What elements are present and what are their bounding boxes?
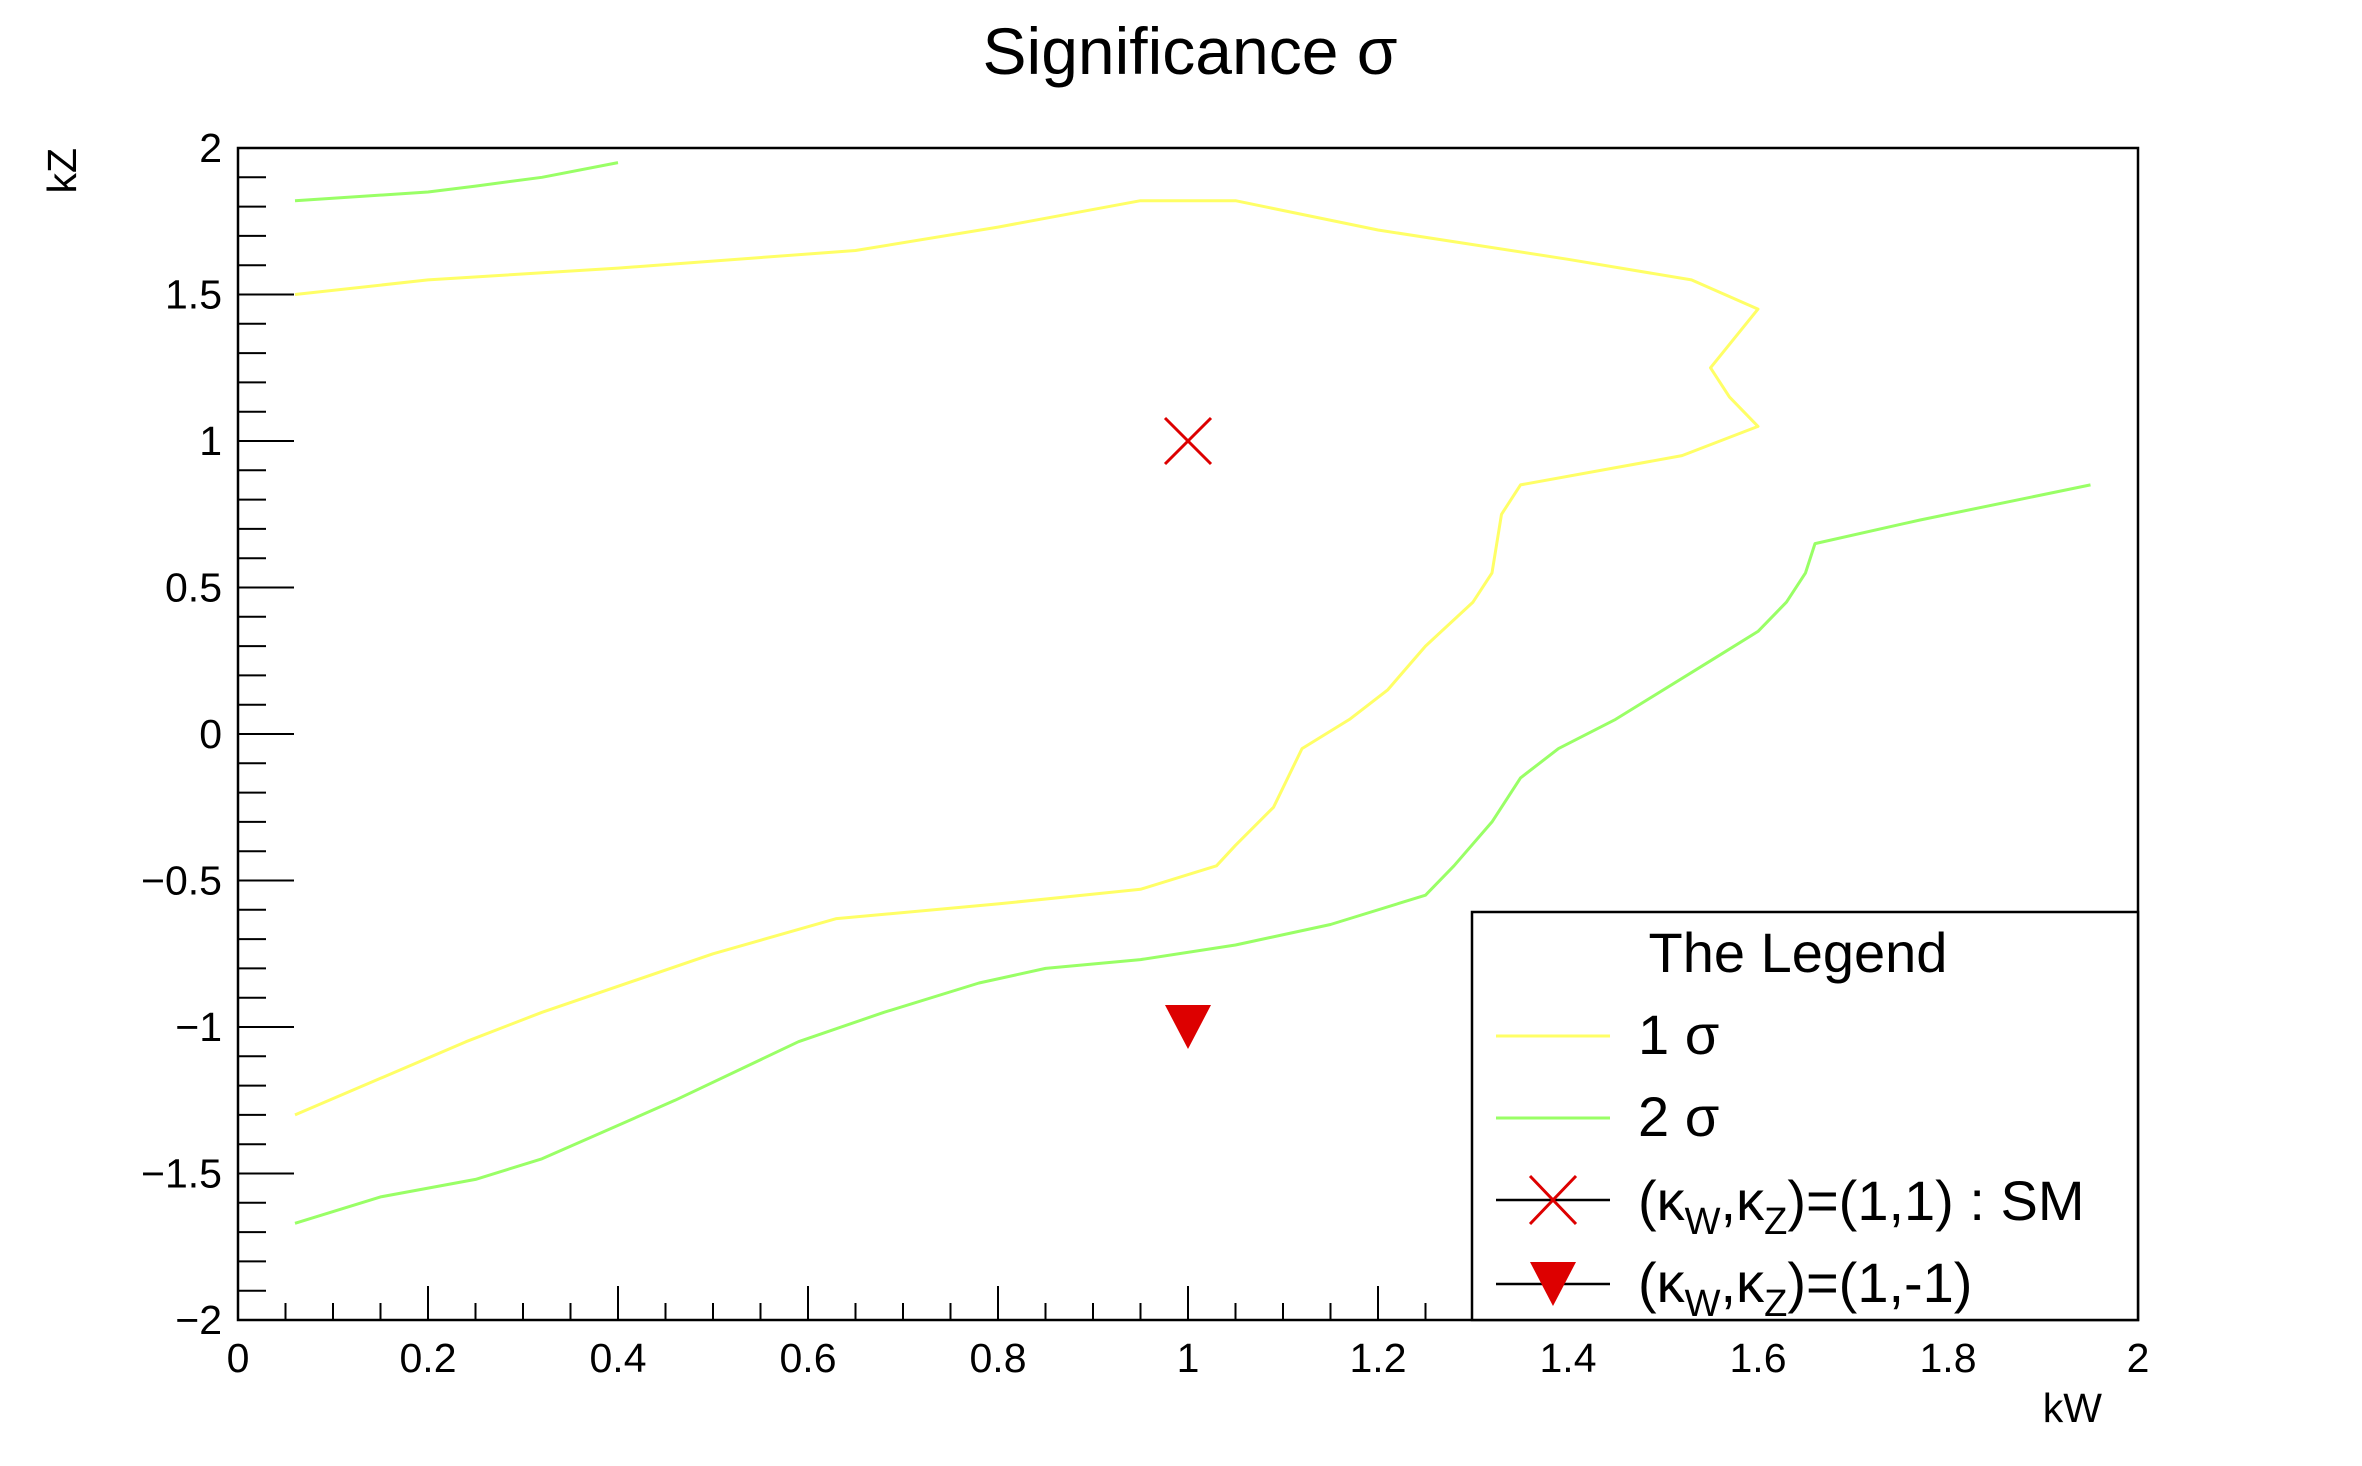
legend-swatch-alt (1496, 1262, 1610, 1306)
y-tick-label: 0.5 (165, 565, 222, 611)
marker-sm-point (1163, 416, 1213, 466)
chart-title: Significance σ (983, 14, 1398, 88)
legend-box (1470, 910, 2140, 1322)
series-1-line-1 (294, 483, 2091, 1225)
legend-label-sm: (κW,κZ)=(1,1) : SM (1638, 1169, 2084, 1243)
x-axis-label: kW (2043, 1385, 2103, 1431)
legend-label-1sigma: 1 σ (1638, 1003, 1719, 1066)
x-tick-label: 1 (1177, 1335, 1200, 1381)
legend: The Legend 1 σ 2 σ (κW,κZ)=(1,1) : SM (κ… (1470, 910, 2140, 1325)
y-axis: −2 −1.5 −1 −0.5 0 0.5 1 1.5 2 (141, 125, 294, 1343)
chart-title-text: Significance σ (983, 14, 1398, 88)
y-tick-label: 0 (199, 711, 222, 757)
x-tick-label: 0.2 (400, 1335, 457, 1381)
y-tick-label: −1 (175, 1004, 222, 1050)
y-tick-label: −1.5 (141, 1151, 222, 1197)
x-tick-label: 1.4 (1540, 1335, 1597, 1381)
series-0-line-0 (294, 199, 1760, 1117)
y-axis-label: kZ (39, 148, 85, 194)
x-tick-label: 1.6 (1730, 1335, 1787, 1381)
y-tick-label: −2 (175, 1297, 222, 1343)
x-tick-label: 0.6 (780, 1335, 837, 1381)
marker-alt-point (1165, 1005, 1211, 1049)
marker-layer (1163, 416, 1213, 1049)
x-tick-label: 0 (227, 1335, 250, 1381)
y-tick-label: 1 (199, 418, 222, 464)
y-tick-label: 1.5 (165, 272, 222, 318)
series-1-line-0 (294, 161, 619, 203)
y-tick-label: −0.5 (141, 858, 222, 904)
x-tick-label: 0.4 (590, 1335, 647, 1381)
legend-title: The Legend (1649, 921, 1948, 984)
x-tick-label: 1.2 (1350, 1335, 1407, 1381)
legend-label-2sigma: 2 σ (1638, 1085, 1719, 1148)
y-tick-label: 2 (199, 125, 222, 171)
x-tick-label: 1.8 (1920, 1335, 1977, 1381)
x-axis: 0 0.2 0.4 0.6 0.8 1 1.2 1.4 1.6 1.8 2 (227, 1286, 2150, 1381)
series-layer (294, 161, 2091, 1225)
legend-swatch-sm (1496, 1174, 1610, 1226)
x-tick-label: 0.8 (970, 1335, 1027, 1381)
x-tick-label: 2 (2127, 1335, 2150, 1381)
legend-label-alt: (κW,κZ)=(1,-1) (1638, 1251, 1972, 1325)
